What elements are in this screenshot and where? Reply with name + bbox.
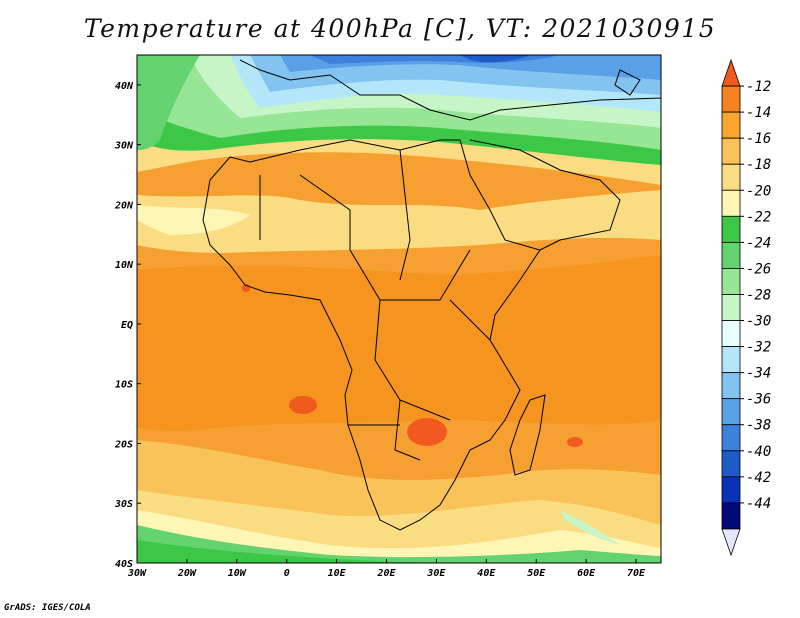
colorbar-box bbox=[721, 372, 741, 400]
colorbar-box bbox=[721, 111, 741, 139]
temperature-field bbox=[137, 55, 661, 563]
y-tick-label: 30N bbox=[114, 141, 134, 152]
colorbar-box bbox=[721, 241, 741, 269]
y-tick-label: 10S bbox=[115, 380, 133, 391]
colorbar-label: -12 bbox=[746, 79, 771, 95]
colorbar-bottom-triangle bbox=[721, 528, 741, 557]
colorbar-box bbox=[721, 268, 741, 295]
colorbar-box bbox=[721, 320, 741, 347]
colorbar-box bbox=[721, 294, 741, 321]
colorbar-label: -34 bbox=[746, 366, 771, 382]
y-tick-label: 40S bbox=[115, 559, 133, 570]
colorbar-box bbox=[721, 502, 741, 530]
y-tick-label: 10N bbox=[115, 260, 134, 271]
colorbar-box bbox=[721, 85, 741, 113]
colorbar-box bbox=[721, 398, 741, 426]
colorbar-label: -28 bbox=[746, 287, 771, 303]
colorbar-box bbox=[721, 346, 741, 374]
coastlines bbox=[202, 59, 661, 531]
colorbar-top-triangle bbox=[721, 58, 741, 87]
x-tick-label: 60E bbox=[577, 568, 596, 579]
map-title: Temperature at 400hPa [C], VT: 202103091… bbox=[83, 14, 717, 43]
colorbar-label: -18 bbox=[746, 157, 771, 173]
x-tick-label: 10E bbox=[328, 568, 347, 579]
colorbar-label: -14 bbox=[746, 105, 771, 121]
x-tick-label: 30W bbox=[127, 568, 147, 579]
colorbar-label: -40 bbox=[746, 444, 771, 460]
colorbar-label: -16 bbox=[746, 131, 771, 147]
x-tick-label: 20W bbox=[177, 568, 197, 579]
plot-frame bbox=[136, 54, 662, 564]
x-tick-label: 20E bbox=[376, 568, 396, 579]
y-tick-label: 20S bbox=[114, 439, 133, 450]
x-tick-label: 0 bbox=[284, 568, 290, 579]
colorbar-box bbox=[721, 424, 741, 452]
colorbar-label: -30 bbox=[746, 314, 771, 330]
x-tick-label: 40E bbox=[477, 568, 496, 579]
colorbar-box bbox=[721, 450, 741, 478]
colorbar-box bbox=[721, 189, 741, 217]
axis-ticks: 30W 20W 10W 0 10E 20E 30E 40E 50E 60E 70E 40N 30N 20N… bbox=[114, 81, 646, 579]
colorbar-label: -38 bbox=[746, 418, 771, 434]
grads-credit: GrADS: IGES/COLA bbox=[4, 603, 91, 613]
colorbar-box bbox=[721, 476, 741, 504]
x-tick-label: 70E bbox=[627, 568, 646, 579]
y-tick-label: EQ bbox=[121, 320, 133, 331]
y-tick-label: 40N bbox=[115, 81, 134, 92]
colorbar-label: -42 bbox=[746, 470, 771, 486]
colorbar-label: -26 bbox=[746, 261, 771, 277]
y-tick-label: 30S bbox=[114, 499, 133, 510]
colorbar-box bbox=[721, 163, 741, 191]
colorbar-label: -22 bbox=[746, 209, 771, 225]
colorbar-label: -20 bbox=[746, 183, 771, 199]
colorbar-label: -44 bbox=[746, 496, 771, 512]
colorbar-label: -32 bbox=[746, 340, 771, 356]
x-tick-label: 30E bbox=[426, 568, 446, 579]
colorbar-label: -24 bbox=[746, 235, 771, 251]
y-tick-label: 20N bbox=[114, 200, 134, 211]
colorbar-box bbox=[721, 215, 741, 243]
colorbar-box bbox=[721, 137, 741, 165]
x-tick-label: 10W bbox=[228, 568, 247, 579]
colorbar-label: -36 bbox=[746, 392, 771, 408]
x-tick-label: 50E bbox=[527, 568, 546, 579]
